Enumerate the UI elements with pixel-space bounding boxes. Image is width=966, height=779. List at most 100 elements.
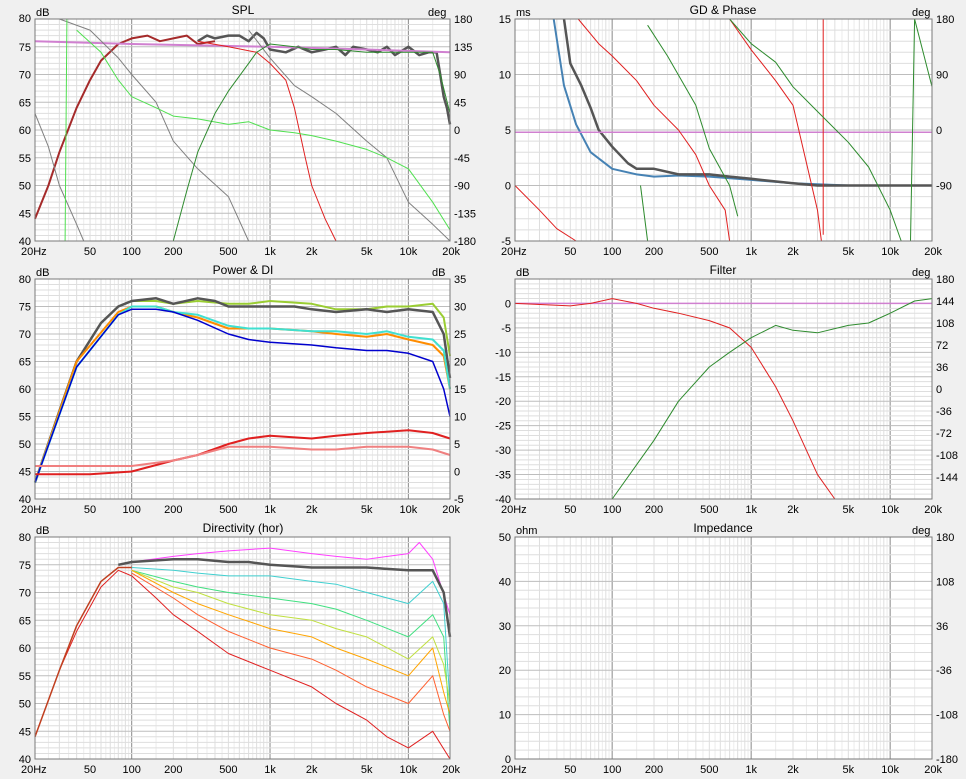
grid-lines [34, 278, 451, 500]
x-tick-label: 2k [306, 764, 318, 776]
left-tick-label: -40 [495, 494, 511, 506]
x-tick-label: 20Hz [501, 246, 527, 258]
x-tick-label: 20Hz [501, 504, 527, 516]
power-di-panel: Power & DI dB dB 20Hz 50 100 200 500 1k 2k 5k 10… [19, 263, 467, 516]
right-tick-label: 25 [454, 329, 466, 341]
gd-phase-panel: GD & Phase ms deg 20Hz 50 100 200 500 1k 2k 5k 1… [499, 3, 955, 258]
x-tick-label: 500 [219, 504, 237, 516]
plot-area[interactable] [515, 279, 932, 499]
series-line-5 [35, 429, 451, 476]
series-line-1 [562, 18, 932, 187]
series-line-6 [34, 113, 85, 242]
right-axis-unit: deg [428, 7, 446, 19]
left-tick-label: 65 [19, 97, 31, 109]
right-tick-label: -90 [936, 181, 952, 193]
plot-border [34, 278, 451, 500]
series-line-6 [35, 445, 451, 467]
x-tick-label: 50 [84, 764, 96, 776]
right-tick-label: 5 [454, 439, 460, 451]
right-tick-label: 144 [936, 296, 954, 308]
left-tick-label: 50 [499, 532, 511, 544]
right-tick-label: -180 [936, 754, 958, 766]
right-tick-label: -144 [936, 472, 958, 484]
right-tick-label: -108 [936, 710, 958, 722]
left-tick-label: 55 [19, 153, 31, 165]
series-line-5 [131, 569, 451, 715]
series-line-4 [577, 18, 731, 242]
x-tick-label: 100 [603, 504, 621, 516]
right-tick-label: 35 [454, 274, 466, 286]
x-tick-label: 500 [700, 764, 718, 776]
chart-title: Filter [710, 263, 737, 277]
series-layer [33, 297, 452, 483]
right-axis-unit: deg [912, 525, 930, 537]
left-tick-label: 50 [19, 181, 31, 193]
x-tick-label: 20Hz [21, 504, 47, 516]
left-axis-unit: dB [36, 525, 49, 537]
grid-lines [514, 18, 933, 242]
left-tick-top: 80 [19, 13, 31, 25]
left-tick-label: 0 [505, 298, 511, 310]
x-tick-label: 5k [361, 504, 373, 516]
x-tick-label: 200 [164, 504, 182, 516]
right-tick-label: 0 [936, 384, 942, 396]
right-tick-label: -72 [936, 428, 952, 440]
series-line-1 [33, 297, 452, 483]
x-tick-label: 500 [219, 246, 237, 258]
right-tick-label: -36 [936, 406, 952, 418]
tick-labels: 20Hz 50 100 200 500 1k 2k 5k 10k 20k5040302010018… [499, 532, 958, 776]
plot-area[interactable] [515, 537, 932, 759]
right-tick-label: 180 [936, 14, 954, 26]
x-tick-label: 50 [84, 246, 96, 258]
left-axis-unit: ohm [516, 525, 537, 537]
x-tick-label: 1k [264, 246, 276, 258]
x-tick-label: 10k [399, 504, 417, 516]
left-tick-label: 45 [19, 726, 31, 738]
x-tick-label: 20k [442, 764, 460, 776]
left-tick-label: 60 [19, 384, 31, 396]
x-tick-label: 20k [924, 764, 942, 776]
x-tick-label: 1k [745, 246, 757, 258]
x-tick-label: 500 [700, 246, 718, 258]
plot-border [514, 278, 933, 500]
series-line-2 [34, 40, 451, 54]
series-line-9 [172, 43, 451, 242]
x-tick-label: 50 [564, 504, 576, 516]
x-tick-label: 20k [924, 504, 942, 516]
series-line-0 [131, 542, 451, 615]
right-tick-label: 36 [936, 621, 948, 633]
series-line-4 [59, 18, 250, 242]
right-tick-label: -45 [454, 153, 470, 165]
series-line-7 [76, 29, 451, 231]
grid-lines [34, 18, 451, 242]
tick-labels: 20Hz 50 100 200 500 1k 2k 5k 10k 20k 0 -5 -10 -15 -20 -… [495, 274, 958, 516]
right-tick-label: 90 [454, 70, 466, 82]
left-tick-label: 20 [499, 665, 511, 677]
plot-border [34, 18, 451, 242]
right-tick-label: 45 [454, 97, 466, 109]
series-line-0 [34, 34, 216, 220]
right-tick-label: -5 [454, 494, 464, 506]
x-tick-label: 100 [123, 764, 141, 776]
right-tick-label: 0 [454, 467, 460, 479]
x-tick-label: 10k [881, 504, 899, 516]
chart-title: GD & Phase [690, 3, 757, 17]
left-tick-label: -20 [495, 396, 511, 408]
right-tick-label: 30 [454, 302, 466, 314]
left-tick-label: 40 [19, 494, 31, 506]
left-tick-label: -25 [495, 421, 511, 433]
tick-labels: 20Hz 50 100 200 500 1k 2k 5k 10k 20k 75 70 65 60 55 50 4… [19, 14, 476, 258]
left-tick-label: 70 [19, 329, 31, 341]
x-tick-label: 1k [264, 504, 276, 516]
right-tick-label: 135 [454, 42, 472, 54]
left-axis-unit: dB [516, 267, 529, 279]
x-tick-label: 200 [164, 246, 182, 258]
x-tick-label: 5k [361, 764, 373, 776]
x-tick-label: 10k [399, 764, 417, 776]
left-tick-label: 75 [19, 302, 31, 314]
series-line-3 [34, 305, 451, 483]
x-tick-label: 2k [787, 764, 799, 776]
right-axis-unit: deg [912, 267, 930, 279]
left-tick-label: 0 [505, 754, 511, 766]
left-tick-label: 10 [499, 70, 511, 82]
